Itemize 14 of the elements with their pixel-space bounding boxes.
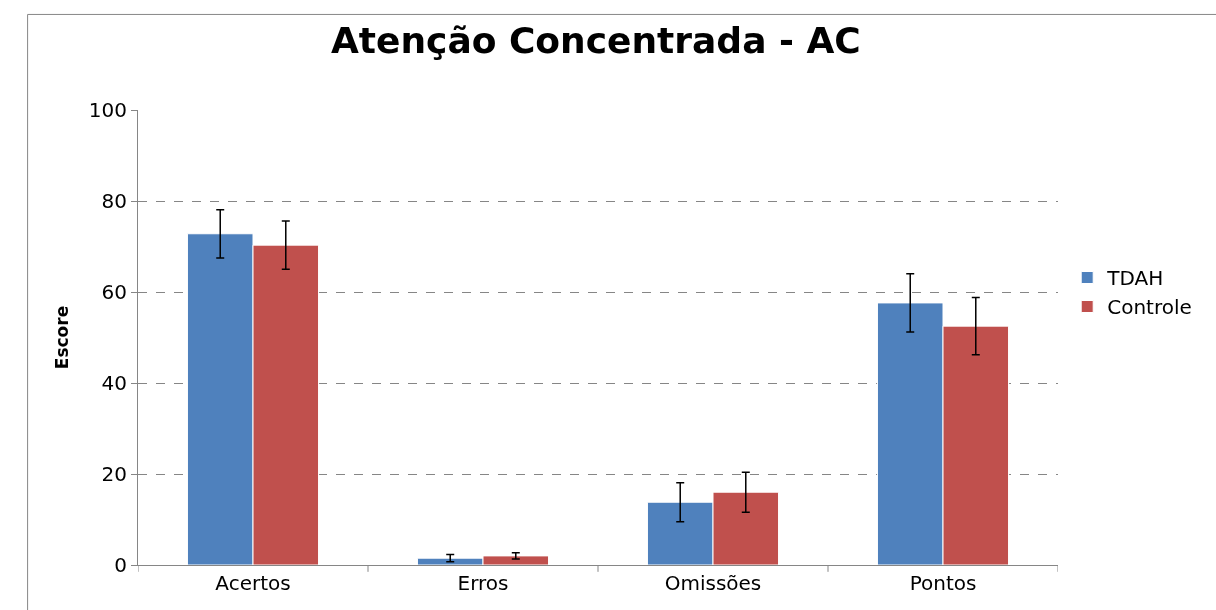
x-tick-label: Erros [457, 571, 509, 595]
y-axis-title: Escore [52, 305, 73, 370]
y-tick-label: 20 [101, 462, 127, 486]
x-tick-label: Acertos [215, 571, 291, 595]
legend-label: TDAH [1106, 266, 1164, 291]
x-tick-label: Omissões [664, 571, 762, 595]
y-tick-label: 80 [101, 189, 127, 213]
x-tick-label: Pontos [909, 571, 977, 595]
y-tick-label: 60 [101, 280, 127, 304]
legend-label: Controle [1107, 295, 1192, 320]
chart-title: Atenção Concentrada - AC [330, 19, 861, 61]
y-tick-label: 100 [88, 98, 127, 122]
y-tick-label: 40 [101, 371, 127, 395]
y-tick-label: 0 [114, 553, 127, 577]
